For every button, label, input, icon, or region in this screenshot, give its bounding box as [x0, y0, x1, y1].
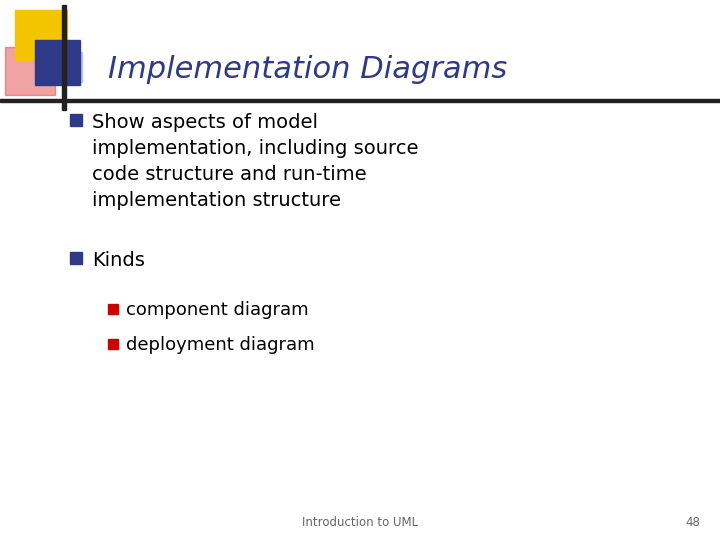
Bar	[0, 99, 720, 102]
Bar	[70, 114, 82, 126]
Text: Introduction to UML: Introduction to UML	[302, 516, 418, 529]
Bar	[70, 252, 82, 264]
Text: 48: 48	[685, 516, 700, 529]
Bar	[35, 40, 80, 85]
Bar	[67, 52, 82, 82]
Bar	[5, 47, 55, 95]
Text: implementation, including source: implementation, including source	[92, 138, 418, 158]
Bar	[15, 10, 67, 60]
Text: Kinds: Kinds	[92, 251, 145, 269]
Text: implementation structure: implementation structure	[92, 191, 341, 210]
Bar	[108, 304, 118, 314]
Text: code structure and run-time: code structure and run-time	[92, 165, 366, 184]
Bar	[62, 5, 66, 110]
Text: Implementation Diagrams: Implementation Diagrams	[108, 56, 508, 84]
Bar	[108, 339, 118, 349]
Text: deployment diagram: deployment diagram	[126, 336, 315, 354]
Text: Show aspects of model: Show aspects of model	[92, 112, 318, 132]
Text: component diagram: component diagram	[126, 301, 309, 319]
